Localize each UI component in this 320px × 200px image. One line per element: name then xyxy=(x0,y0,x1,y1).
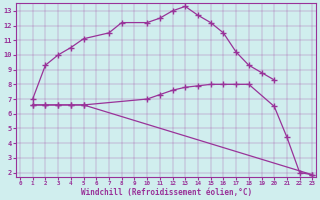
X-axis label: Windchill (Refroidissement éolien,°C): Windchill (Refroidissement éolien,°C) xyxy=(81,188,252,197)
